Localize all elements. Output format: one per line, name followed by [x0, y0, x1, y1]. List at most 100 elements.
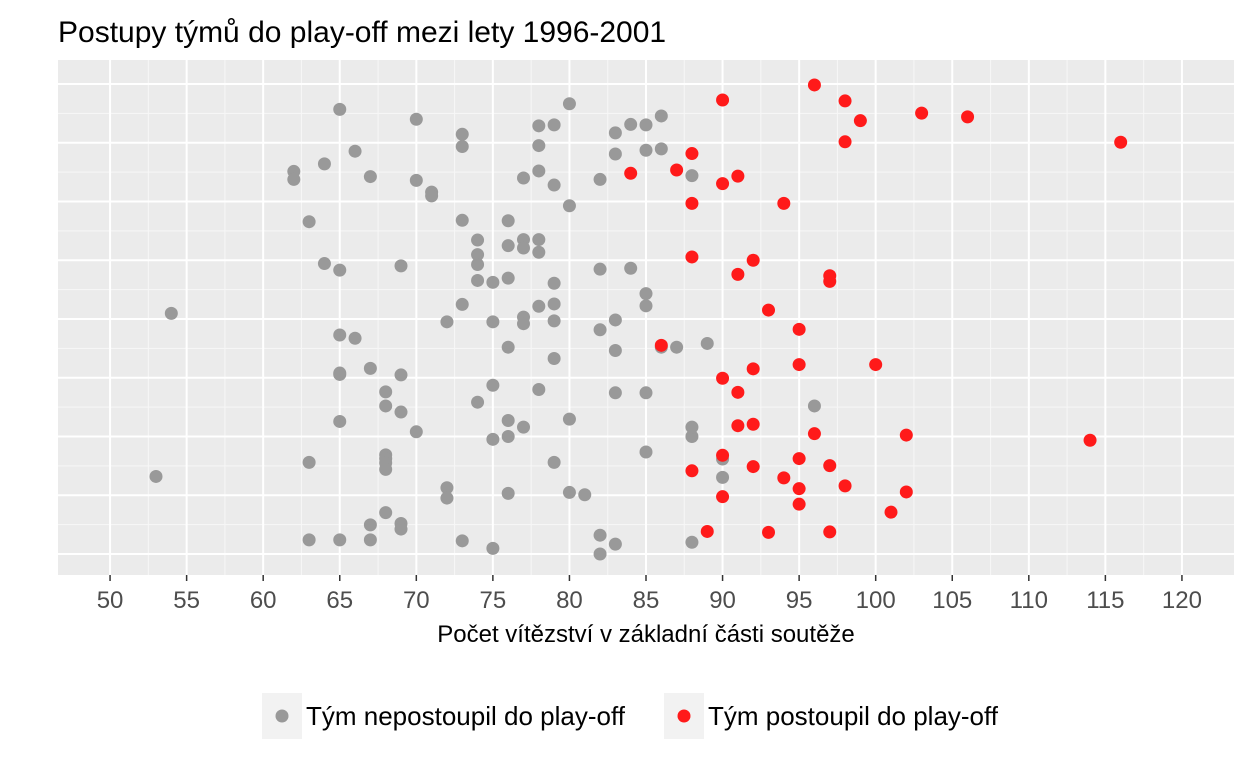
point-not-advanced: [654, 109, 668, 123]
point-not-advanced: [608, 537, 622, 551]
point-advanced: [746, 417, 760, 431]
point-not-advanced: [593, 528, 607, 542]
legend: Tým nepostoupil do play-off Tým postoupi…: [262, 693, 999, 739]
point-not-advanced: [639, 445, 653, 459]
point-not-advanced: [486, 378, 500, 392]
point-not-advanced: [348, 144, 362, 158]
point-not-advanced: [486, 315, 500, 329]
point-not-advanced: [608, 343, 622, 357]
point-not-advanced: [486, 432, 500, 446]
point-not-advanced: [363, 533, 377, 547]
point-not-advanced: [532, 164, 546, 178]
point-not-advanced: [333, 328, 347, 342]
point-advanced: [685, 147, 699, 161]
point-advanced: [838, 94, 852, 108]
point-not-advanced: [700, 336, 714, 350]
point-not-advanced: [394, 405, 408, 419]
point-not-advanced: [639, 143, 653, 157]
point-advanced: [731, 169, 745, 183]
point-advanced: [746, 362, 760, 376]
point-advanced: [777, 196, 791, 210]
point-not-advanced: [501, 271, 515, 285]
x-tick-label: 120: [1162, 587, 1202, 614]
point-not-advanced: [547, 276, 561, 290]
point-not-advanced: [471, 233, 485, 247]
point-not-advanced: [593, 547, 607, 561]
point-not-advanced: [409, 425, 423, 439]
point-advanced: [807, 427, 821, 441]
point-not-advanced: [639, 386, 653, 400]
point-not-advanced: [394, 368, 408, 382]
point-not-advanced: [317, 157, 331, 171]
x-tick-label: 70: [403, 587, 430, 614]
point-not-advanced: [455, 213, 469, 227]
point-not-advanced: [471, 273, 485, 287]
point-not-advanced: [517, 241, 530, 255]
point-advanced: [807, 78, 821, 92]
point-not-advanced: [379, 506, 393, 520]
point-advanced: [1114, 135, 1128, 149]
point-not-advanced: [517, 171, 530, 185]
point-not-advanced: [302, 533, 316, 547]
point-not-advanced: [317, 257, 331, 271]
point-not-advanced: [348, 331, 362, 345]
point-not-advanced: [685, 420, 699, 434]
point-not-advanced: [455, 297, 469, 311]
point-not-advanced: [501, 340, 515, 354]
point-advanced: [746, 253, 760, 267]
point-not-advanced: [593, 262, 607, 276]
point-not-advanced: [547, 455, 561, 469]
x-tick-label: 105: [932, 587, 972, 614]
point-advanced: [792, 322, 806, 336]
point-not-advanced: [486, 541, 500, 555]
point-not-advanced: [440, 315, 454, 329]
x-tick-label: 85: [633, 587, 660, 614]
point-not-advanced: [455, 127, 469, 141]
point-not-advanced: [287, 172, 301, 186]
x-axis-label: Počet vítězství v základní části soutěže: [437, 621, 855, 648]
point-not-advanced: [501, 414, 515, 428]
point-not-advanced: [547, 314, 561, 328]
point-not-advanced: [440, 491, 454, 505]
point-advanced: [716, 448, 730, 462]
x-tick-label: 95: [786, 587, 813, 614]
point-advanced: [654, 338, 668, 352]
point-advanced: [792, 452, 806, 466]
point-not-advanced: [333, 533, 347, 547]
point-not-advanced: [624, 261, 638, 275]
point-advanced: [685, 196, 699, 210]
point-advanced: [716, 93, 730, 107]
x-tick-label: 65: [326, 587, 353, 614]
point-not-advanced: [532, 245, 546, 259]
point-not-advanced: [716, 470, 730, 484]
point-advanced: [746, 460, 760, 474]
point-not-advanced: [624, 117, 638, 131]
point-not-advanced: [394, 522, 408, 536]
point-not-advanced: [379, 399, 393, 413]
point-advanced: [731, 267, 745, 281]
point-not-advanced: [593, 172, 607, 186]
point-advanced: [915, 106, 929, 120]
point-not-advanced: [363, 361, 377, 375]
point-advanced: [869, 358, 883, 372]
point-not-advanced: [440, 481, 454, 495]
point-not-advanced: [333, 414, 347, 428]
point-advanced: [823, 459, 837, 473]
point-not-advanced: [639, 299, 653, 313]
point-advanced: [700, 524, 714, 538]
point-not-advanced: [517, 420, 530, 434]
point-not-advanced: [562, 485, 576, 499]
point-not-advanced: [639, 118, 653, 132]
point-not-advanced: [409, 112, 423, 126]
point-advanced: [685, 250, 699, 264]
point-not-advanced: [149, 469, 163, 483]
point-not-advanced: [471, 257, 485, 271]
point-not-advanced: [547, 178, 561, 192]
point-not-advanced: [164, 306, 178, 320]
point-not-advanced: [471, 395, 485, 409]
point-not-advanced: [486, 275, 500, 289]
point-not-advanced: [547, 118, 561, 132]
point-not-advanced: [517, 317, 530, 331]
point-not-advanced: [532, 299, 546, 313]
